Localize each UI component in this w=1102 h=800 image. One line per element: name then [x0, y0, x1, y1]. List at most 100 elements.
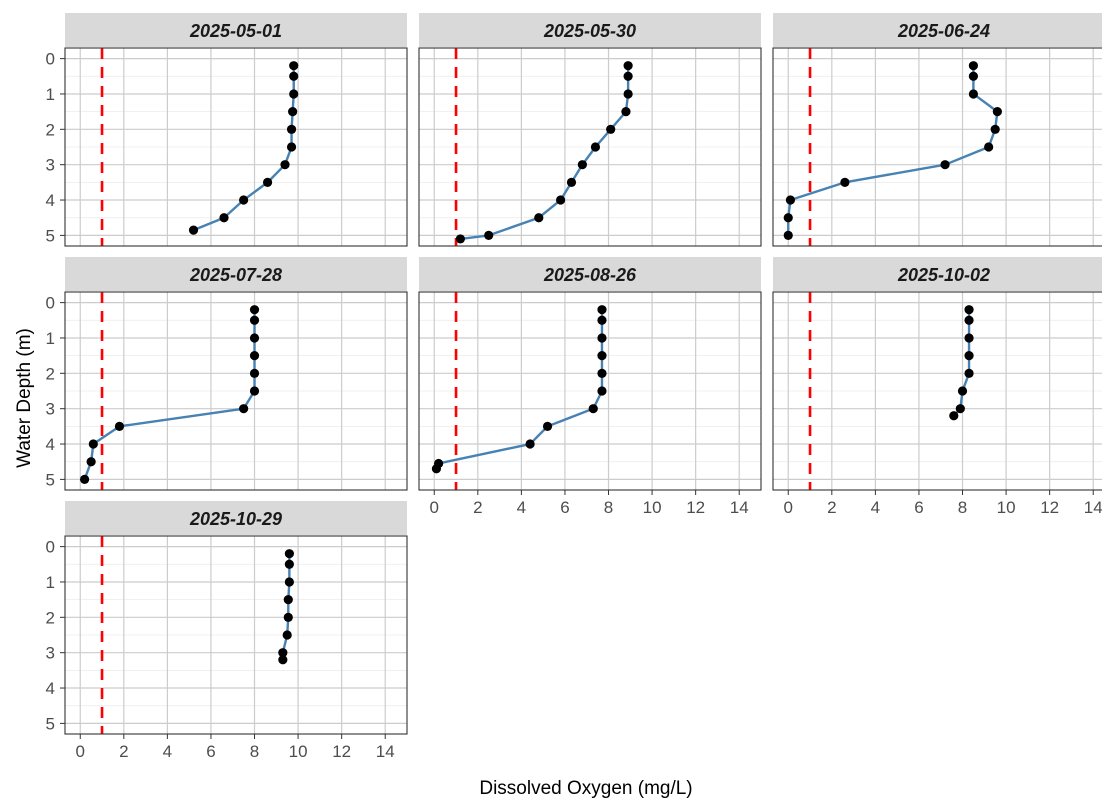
data-point — [286, 124, 297, 134]
facet-strip — [419, 257, 761, 291]
data-point — [188, 225, 199, 235]
y-tick-label: 5 — [46, 226, 55, 245]
y-tick-label: 2 — [46, 120, 55, 139]
data-point — [785, 195, 796, 205]
data-point — [577, 160, 587, 170]
data-point — [114, 421, 125, 431]
panel-border — [64, 291, 408, 491]
panel-border — [64, 535, 408, 735]
data-point — [542, 421, 553, 431]
y-tick-label: 5 — [46, 470, 55, 489]
data-point — [964, 368, 974, 378]
x-tick-label: 0 — [76, 742, 85, 761]
x-tick-label: 2 — [473, 498, 482, 517]
data-point — [555, 195, 566, 205]
data-point — [990, 124, 1000, 134]
x-tick-label: 8 — [250, 742, 259, 761]
data-point — [940, 160, 950, 170]
data-point — [623, 89, 633, 99]
data-point — [278, 648, 288, 658]
data-point — [239, 195, 249, 205]
facet-strip — [65, 257, 407, 291]
data-point — [284, 577, 294, 587]
x-tick-label: 4 — [517, 498, 526, 517]
data-point — [278, 655, 288, 665]
panel-border — [418, 291, 762, 491]
data-point — [968, 61, 979, 71]
data-point — [964, 351, 974, 361]
data-point — [597, 333, 607, 343]
y-tick-label: 3 — [46, 400, 55, 419]
data-point — [283, 595, 293, 605]
data-point — [955, 404, 965, 414]
panel-border — [64, 47, 408, 247]
y-tick-label: 4 — [46, 679, 55, 698]
panel-border — [772, 291, 1102, 491]
y-tick-label: 5 — [46, 714, 55, 733]
y-tick-label: 0 — [46, 538, 55, 557]
facet-title: 2025-05-30 — [543, 21, 636, 41]
facet-panel: 2025-06-24 — [772, 13, 1102, 247]
data-point — [968, 71, 979, 81]
data-point — [289, 89, 299, 99]
data-point — [286, 142, 297, 152]
y-tick-label: 2 — [46, 608, 55, 627]
facet-panel: 2025-08-26 0 2 4 6 8 10 12 14 — [418, 257, 762, 517]
facet-title: 2025-05-01 — [189, 21, 282, 41]
x-tick-label: 8 — [604, 498, 613, 517]
data-point — [239, 404, 249, 414]
data-point — [283, 612, 293, 622]
x-tick-label: 0 — [430, 498, 439, 517]
x-tick-label: 6 — [560, 498, 569, 517]
data-point — [280, 160, 290, 170]
y-axis-title: Water Depth (m) — [14, 328, 35, 468]
x-tick-label: 10 — [997, 498, 1016, 517]
y-tick-label: 4 — [46, 191, 55, 210]
facet-panel: 2025-05-01 0 1 2 3 4 5 — [46, 13, 408, 247]
data-point — [289, 61, 299, 71]
data-point — [597, 315, 607, 325]
data-point — [623, 71, 633, 81]
data-point — [249, 351, 260, 361]
data-point — [249, 305, 260, 315]
y-tick-label: 1 — [46, 573, 55, 592]
data-point — [431, 464, 442, 474]
x-tick-label: 2 — [827, 498, 836, 517]
data-point — [588, 404, 598, 414]
y-tick-label: 3 — [46, 156, 55, 175]
data-point — [964, 315, 974, 325]
data-point — [455, 234, 465, 244]
x-tick-label: 14 — [1084, 498, 1102, 517]
facet-panel: 2025-07-28 0 1 2 3 4 5 — [46, 257, 408, 491]
panel-border — [772, 47, 1102, 247]
data-point — [992, 107, 1002, 117]
data-point — [964, 305, 974, 315]
data-point — [289, 71, 299, 81]
data-point — [80, 474, 90, 484]
x-tick-label: 6 — [914, 498, 923, 517]
facet-panel: 2025-05-30 — [418, 13, 762, 247]
data-point — [623, 61, 633, 71]
y-tick-label: 1 — [46, 85, 55, 104]
data-point — [597, 305, 607, 315]
data-point — [284, 559, 294, 569]
y-tick-label: 4 — [46, 435, 55, 454]
data-point — [534, 213, 544, 223]
y-tick-label: 0 — [46, 294, 55, 313]
facet-strip — [65, 13, 407, 47]
x-tick-label: 4 — [871, 498, 880, 517]
x-tick-label: 6 — [206, 742, 215, 761]
y-tick-label: 3 — [46, 644, 55, 663]
facet-strip — [419, 13, 761, 47]
x-tick-label: 12 — [1040, 498, 1059, 517]
data-point — [288, 107, 298, 117]
x-tick-label: 2 — [119, 742, 128, 761]
data-point — [957, 386, 968, 396]
x-tick-label: 14 — [730, 498, 749, 517]
data-point — [597, 386, 607, 396]
data-point — [621, 107, 631, 117]
data-point — [968, 89, 979, 99]
x-tick-label: 4 — [163, 742, 172, 761]
data-point — [783, 230, 793, 240]
facet-title: 2025-06-24 — [897, 21, 990, 41]
